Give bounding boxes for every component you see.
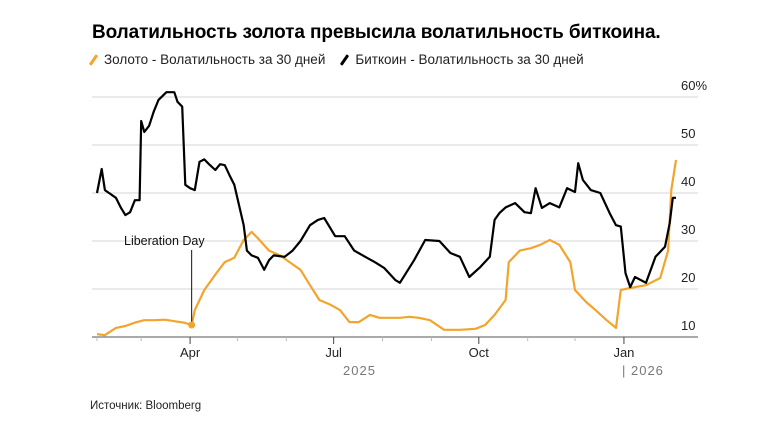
legend-label-bitcoin: Биткоин - Волатильность за 30 дней: [355, 52, 584, 67]
source-note: Источник: Bloomberg: [90, 400, 202, 412]
annotation-marker: [188, 321, 196, 329]
y-tick-label: 20: [681, 270, 695, 285]
x-tick-label: Apr: [180, 345, 201, 360]
x-tick-label: Jul: [325, 345, 342, 360]
legend-label-gold: Золото - Волатильность за 30 дней: [104, 52, 326, 67]
y-tick-label: 10: [681, 318, 695, 333]
year-label-2026: | 2026: [622, 363, 664, 378]
y-tick-label: 40: [681, 174, 695, 189]
y-tick-label: 50: [681, 126, 695, 141]
series-line-bitcoin: [95, 91, 676, 289]
x-tick-label: Oct: [469, 345, 490, 360]
chart-title: Волатильность золота превысила волатильн…: [92, 22, 661, 43]
x-tick-label: Jan: [613, 345, 634, 360]
year-label-2025: 2025: [343, 363, 376, 378]
legend: Золото - Волатильность за 30 дней Биткои…: [88, 52, 584, 67]
y-tick-label: 30: [681, 222, 695, 237]
legend-item-gold: Золото - Волатильность за 30 дней: [88, 52, 326, 67]
legend-item-bitcoin: Биткоин - Волатильность за 30 дней: [340, 52, 584, 67]
annotation-label: Liberation Day: [124, 234, 205, 248]
y-tick-label: 60%: [681, 78, 707, 93]
